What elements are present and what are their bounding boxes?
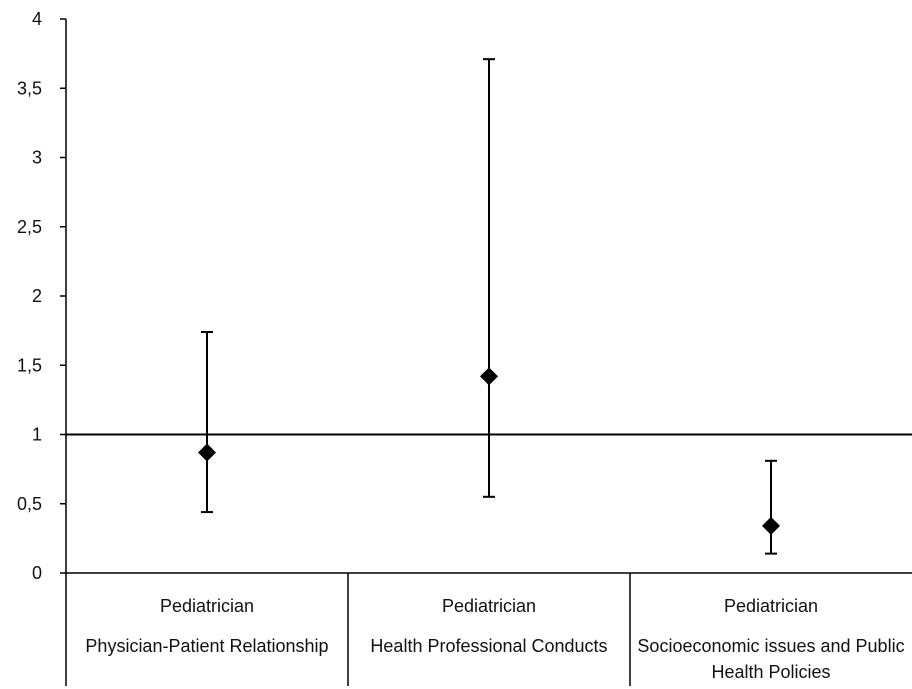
category-label: Pediatrician Physician-Patient Relationsh… xyxy=(66,573,348,659)
y-tick-label: 4 xyxy=(32,9,42,29)
y-tick-label: 0 xyxy=(32,563,42,583)
data-point-marker xyxy=(480,367,498,386)
y-tick-label: 3 xyxy=(32,148,42,168)
category-label-line1: Pediatrician xyxy=(159,596,255,616)
y-tick-label: 3,5 xyxy=(17,78,42,98)
category-label: Pediatrician Socioeconomic issues and Pub… xyxy=(630,573,912,685)
y-tick-label: 2 xyxy=(32,286,42,306)
category-label-line2: Health Professional Conducts xyxy=(370,636,608,656)
category-label-line1: Pediatrician xyxy=(441,596,537,616)
category-label: Pediatrician Health Professional Conducts xyxy=(348,573,630,659)
data-point-marker xyxy=(762,516,780,535)
category-label-line1: Pediatrician xyxy=(723,596,819,616)
data-point-marker xyxy=(198,443,216,462)
y-tick-label: 1,5 xyxy=(17,355,42,375)
y-tick-label: 2,5 xyxy=(17,217,42,237)
chart-marks xyxy=(66,58,912,555)
y-tick-label: 1 xyxy=(32,425,42,445)
category-label-line2: Socioeconomic issues and Public Health P… xyxy=(637,636,905,682)
y-tick-label: 0,5 xyxy=(17,494,42,514)
category-label-line2: Physician-Patient Relationship xyxy=(85,636,329,656)
y-axis-ticks: 0 0,5 1 1,5 2 2,5 3 3,5 4 xyxy=(17,9,66,583)
